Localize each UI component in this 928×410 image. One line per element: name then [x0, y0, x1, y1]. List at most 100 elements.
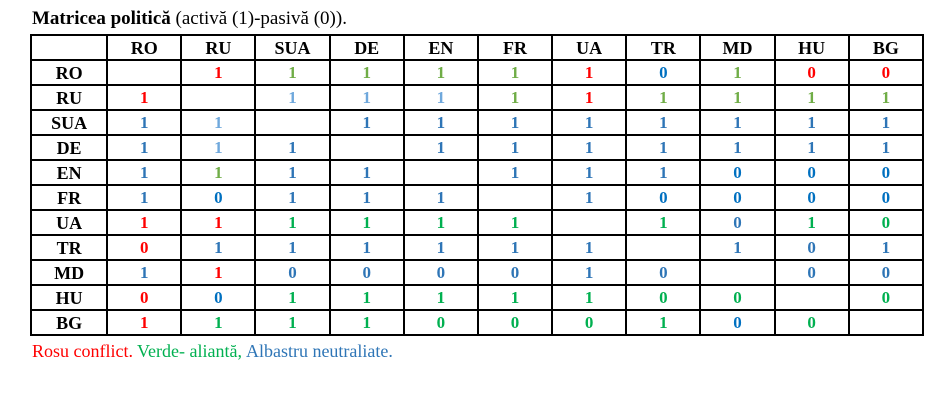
matrix-cell-ro-de: 1	[328, 59, 405, 86]
matrix-cell-bg-ua: 0	[551, 309, 628, 336]
matrix-cell-ru-ru	[180, 84, 257, 111]
row-header-ua: UA	[29, 209, 109, 236]
matrix-cell-hu-ro: 0	[106, 284, 183, 311]
legend-red-label: Rosu conflict.	[32, 341, 133, 361]
matrix-cell-tr-md: 1	[699, 234, 776, 261]
matrix-cell-en-tr: 1	[625, 159, 702, 186]
matrix-header-row: RO RU SUA DE EN FR UA TR MD HU BG	[29, 34, 925, 61]
matrix-cell-fr-ua: 1	[551, 184, 628, 211]
matrix-cell-ua-de: 1	[328, 209, 405, 236]
matrix-cell-en-bg: 0	[847, 159, 925, 186]
matrix-cell-md-sua: 0	[254, 259, 331, 286]
matrix-cell-hu-ru: 0	[180, 284, 257, 311]
matrix-cell-de-fr: 1	[476, 134, 554, 161]
matrix-cell-ua-ro: 1	[106, 209, 183, 236]
matrix-cell-md-bg: 0	[847, 259, 925, 286]
matrix-cell-ru-sua: 1	[254, 84, 331, 111]
matrix-cell-fr-de: 1	[328, 184, 405, 211]
matrix-cell-de-bg: 1	[847, 134, 925, 161]
matrix-row-en: EN 1 1 1 1 1 1 1 0 0 0	[29, 159, 925, 186]
matrix-cell-de-hu: 1	[773, 134, 850, 161]
matrix-cell-tr-fr: 1	[476, 234, 554, 261]
matrix-cell-sua-ro: 1	[106, 109, 183, 136]
matrix-cell-ru-fr: 1	[476, 84, 554, 111]
title-rest-text: (activă (1)-pasivă (0)).	[170, 8, 347, 29]
matrix-cell-bg-tr: 1	[625, 309, 702, 336]
matrix-cell-en-en	[402, 159, 479, 186]
matrix-cell-de-sua: 1	[254, 134, 331, 161]
matrix-row-bg: BG 1 1 1 1 0 0 0 1 0 0	[29, 309, 925, 336]
political-matrix-table: RO RU SUA DE EN FR UA TR MD HU BG RO 1 1 1 1 1 1 0 1 0 0 RU 1 1…	[29, 34, 925, 336]
matrix-cell-ru-ro: 1	[106, 84, 183, 111]
matrix-cell-md-fr: 0	[476, 259, 554, 286]
matrix-cell-sua-tr: 1	[625, 109, 702, 136]
matrix-cell-tr-ru: 1	[180, 234, 257, 261]
matrix-cell-hu-hu	[773, 284, 850, 311]
matrix-cell-ua-hu: 1	[773, 209, 850, 236]
row-header-tr: TR	[29, 234, 109, 261]
matrix-cell-ua-fr: 1	[476, 209, 554, 236]
matrix-cell-tr-ro: 0	[106, 234, 183, 261]
column-header-bg: BG	[847, 34, 925, 61]
matrix-cell-hu-ua: 1	[551, 284, 628, 311]
column-header-md: MD	[699, 34, 776, 61]
matrix-cell-en-ua: 1	[551, 159, 628, 186]
matrix-row-tr: TR 0 1 1 1 1 1 1 1 0 1	[29, 234, 925, 261]
matrix-cell-bg-sua: 1	[254, 309, 331, 336]
matrix-cell-md-hu: 0	[773, 259, 850, 286]
matrix-cell-bg-fr: 0	[476, 309, 554, 336]
matrix-cell-ua-md: 0	[699, 209, 776, 236]
column-header-hu: HU	[773, 34, 850, 61]
column-header-ro: RO	[106, 34, 183, 61]
matrix-row-ua: UA 1 1 1 1 1 1 1 0 1 0	[29, 209, 925, 236]
matrix-cell-bg-ru: 1	[180, 309, 257, 336]
matrix-cell-tr-ua: 1	[551, 234, 628, 261]
matrix-cell-ua-sua: 1	[254, 209, 331, 236]
matrix-cell-fr-ru: 0	[180, 184, 257, 211]
row-header-fr: FR	[29, 184, 109, 211]
matrix-row-ru: RU 1 1 1 1 1 1 1 1 1 1	[29, 84, 925, 111]
color-legend: Rosu conflict. Verde- aliantă, Albastru ne…	[32, 341, 924, 362]
matrix-cell-sua-hu: 1	[773, 109, 850, 136]
matrix-cell-ua-ru: 1	[180, 209, 257, 236]
matrix-cell-hu-sua: 1	[254, 284, 331, 311]
matrix-cell-md-ro: 1	[106, 259, 183, 286]
matrix-cell-hu-tr: 0	[625, 284, 702, 311]
column-header-sua: SUA	[254, 34, 331, 61]
matrix-cell-en-ru: 1	[180, 159, 257, 186]
matrix-cell-de-ru: 1	[180, 134, 257, 161]
matrix-cell-md-ru: 1	[180, 259, 257, 286]
matrix-cell-en-de: 1	[328, 159, 405, 186]
matrix-cell-tr-tr	[625, 234, 702, 261]
row-header-sua: SUA	[29, 109, 109, 136]
matrix-cell-hu-md: 0	[699, 284, 776, 311]
matrix-cell-ro-hu: 0	[773, 59, 850, 86]
column-header-ru: RU	[180, 34, 257, 61]
matrix-cell-ua-ua	[551, 209, 628, 236]
matrix-cell-fr-sua: 1	[254, 184, 331, 211]
matrix-cell-en-fr: 1	[476, 159, 554, 186]
matrix-cell-hu-en: 1	[402, 284, 479, 311]
matrix-cell-sua-bg: 1	[847, 109, 925, 136]
matrix-cell-ru-md: 1	[699, 84, 776, 111]
matrix-cell-ro-ro	[106, 59, 183, 86]
matrix-cell-de-md: 1	[699, 134, 776, 161]
row-header-de: DE	[29, 134, 109, 161]
legend-blue-label: Albastru neutraliate.	[245, 341, 393, 361]
matrix-cell-ru-bg: 1	[847, 84, 925, 111]
matrix-cell-ru-de: 1	[328, 84, 405, 111]
matrix-cell-bg-hu: 0	[773, 309, 850, 336]
matrix-cell-ro-en: 1	[402, 59, 479, 86]
column-header-de: DE	[328, 34, 405, 61]
matrix-row-fr: FR 1 0 1 1 1 1 0 0 0 0	[29, 184, 925, 211]
matrix-cell-bg-bg	[847, 309, 925, 336]
matrix-cell-ua-tr: 1	[625, 209, 702, 236]
matrix-row-sua: SUA 1 1 1 1 1 1 1 1 1 1	[29, 109, 925, 136]
matrix-cell-de-en: 1	[402, 134, 479, 161]
matrix-cell-ua-bg: 0	[847, 209, 925, 236]
matrix-row-md: MD 1 1 0 0 0 0 1 0 0 0	[29, 259, 925, 286]
matrix-cell-fr-hu: 0	[773, 184, 850, 211]
matrix-cell-md-md	[699, 259, 776, 286]
matrix-cell-bg-ro: 1	[106, 309, 183, 336]
